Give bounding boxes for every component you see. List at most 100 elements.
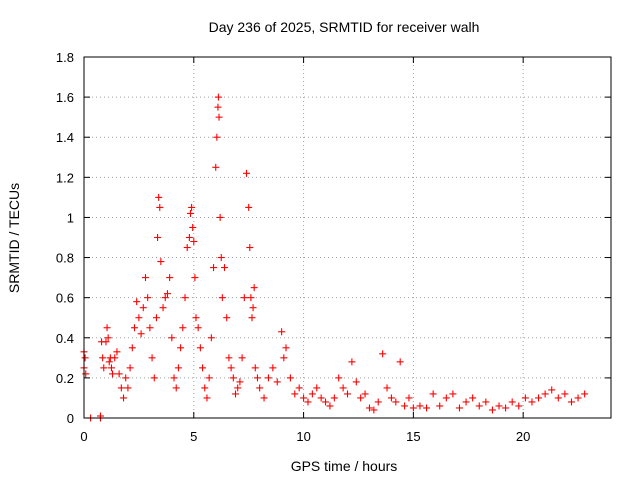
data-point [185,234,193,241]
data-point [190,238,198,246]
data-point [152,314,160,322]
data-point [374,398,382,406]
data-point [561,390,569,398]
data-point [249,304,257,312]
data-point [574,394,582,402]
data-point [246,244,254,252]
chart-title: Day 236 of 2025, SRMTID for receiver wal… [209,19,480,35]
data-point [168,334,176,342]
data-point [177,344,185,352]
y-tick-label: 0 [67,411,74,426]
data-point [442,394,450,402]
data-point [253,374,261,382]
data-point [401,402,409,410]
data-point [295,384,303,392]
data-point [495,402,503,410]
data-point [100,364,108,372]
data-point [269,364,277,372]
data-point [81,354,89,362]
x-tick-label: 20 [516,429,530,444]
y-tick-label: 1.2 [56,170,74,185]
data-point [482,398,490,406]
y-tick-label: 1.6 [56,90,74,105]
data-point [508,398,516,406]
data-point [141,274,149,282]
data-point [264,374,272,382]
data-point [278,328,286,336]
data-point [191,274,199,282]
data-point [396,358,404,366]
data-point [102,338,110,346]
x-tick-label: 15 [406,429,420,444]
data-point [189,223,197,231]
data-point [205,374,213,382]
data-point [236,378,244,386]
data-point [133,298,141,306]
data-point [229,374,237,382]
data-point [462,398,470,406]
data-point [99,354,107,362]
data-point [251,364,259,372]
data-point [521,394,529,402]
data-point [429,390,437,398]
data-point [183,244,191,252]
y-tick-label: 1 [67,210,74,225]
data-point [330,394,338,402]
data-point [150,374,158,382]
data-point [300,394,308,402]
data-point [326,402,334,410]
data-point [344,390,351,398]
data-point [186,209,194,217]
data-point [163,290,171,298]
data-point [247,294,255,302]
data-point [339,384,347,392]
data-point [286,374,294,382]
data-point [172,384,180,392]
data-point [217,254,225,262]
data-point [304,398,312,406]
data-point [308,390,316,398]
data-point [156,203,164,211]
data-point [188,203,196,211]
x-axis-label: GPS time / hours [291,458,398,474]
data-point [370,406,378,414]
data-point [126,364,134,372]
data-point [203,394,211,402]
data-point [317,394,325,402]
data-point [548,386,556,394]
data-point [240,294,248,302]
data-point [115,370,123,378]
data-point [475,402,483,410]
data-point [273,378,281,386]
data-point [221,264,229,272]
data-point [361,390,369,398]
data-point [146,324,154,332]
data-point [201,384,209,392]
data-point [313,384,321,392]
y-tick-label: 0.2 [56,371,74,386]
data-point [111,354,119,362]
data-point [109,370,117,378]
data-point [357,394,365,402]
data-point [348,358,356,366]
data-point [194,324,202,332]
x-tick-label: 0 [80,429,87,444]
data-point [455,404,463,412]
data-point [469,394,477,402]
data-point [179,324,187,332]
data-point [227,364,235,372]
data-point [581,390,589,398]
data-point [214,103,222,111]
data-point [104,334,112,342]
data-point [535,394,543,402]
data-point [245,203,253,211]
x-tick-label: 5 [190,429,197,444]
data-point [291,390,299,398]
data-point [280,354,288,362]
data-point [242,169,250,177]
data-point [365,404,373,412]
data-point [144,294,152,302]
data-point [155,193,163,201]
y-tick-label: 0.8 [56,251,74,266]
data-point [103,324,111,332]
